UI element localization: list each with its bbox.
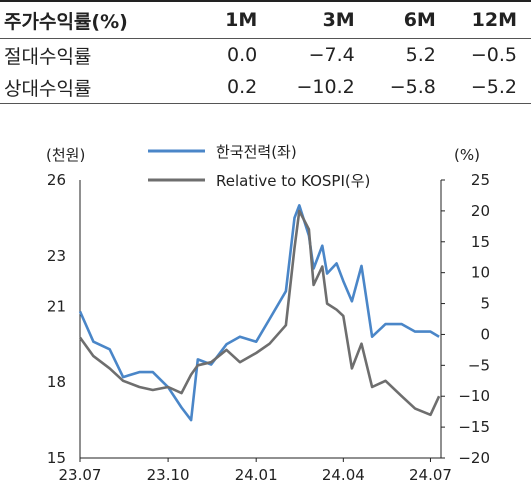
- price-chart: (천원) (%) 한국전력(좌) Relative to KOSPI(우) 15…: [46, 143, 490, 484]
- right-axis-tick-label: 25: [471, 171, 490, 189]
- left-axis-tick-label: 26: [47, 171, 66, 189]
- absolute-return-label: 절대수익률: [4, 45, 92, 68]
- x-axis-tick-label: 23.07: [59, 466, 102, 484]
- relative-return-1m: 0.2: [209, 71, 272, 104]
- returns-table: 주가수익률(%) 1M 3M 6M 12M 절대수익률 0.0 −7.4 5.2…: [0, 0, 531, 104]
- x-axis-tick-label: 24.07: [409, 466, 452, 484]
- absolute-return-6m: 5.2: [405, 44, 436, 66]
- left-axis-unit: (천원): [46, 146, 85, 164]
- table-row: 상대수익률 0.2 −10.2 −5.8 −5.2: [0, 71, 531, 104]
- right-axis-tick-label: 10: [471, 264, 490, 282]
- returns-header-3m: 3M: [271, 0, 369, 39]
- table-row: 절대수익률 0.0 −7.4 5.2 −0.5: [0, 39, 531, 72]
- legend-label-relative: Relative to KOSPI(우): [216, 172, 370, 190]
- right-axis-tick-label: 20: [471, 202, 490, 220]
- left-axis-tick-label: 23: [47, 247, 66, 265]
- absolute-return-12m: −0.5: [470, 44, 517, 66]
- right-axis-tick-label: 15: [471, 233, 490, 251]
- relative-return-12m: −5.2: [449, 71, 531, 104]
- returns-header-label: 주가수익률(%): [0, 0, 209, 39]
- x-axis-tick-label: 23.10: [147, 466, 190, 484]
- returns-header-row: 주가수익률(%) 1M 3M 6M 12M: [0, 0, 531, 39]
- absolute-return-3m: −7.4: [308, 44, 355, 66]
- right-axis-unit: (%): [454, 146, 480, 164]
- series-line-kepco: [78, 204, 440, 422]
- right-axis-tick-label: −10: [458, 387, 490, 405]
- series-line-relative: [78, 209, 441, 417]
- right-axis-tick-label: −15: [458, 418, 490, 436]
- left-axis-tick-label: 18: [47, 373, 66, 391]
- x-axis-tick-label: 24.04: [322, 466, 365, 484]
- right-axis-tick-label: −20: [458, 449, 490, 467]
- returns-header-12m: 12M: [449, 0, 531, 39]
- absolute-return-1m: 0.0: [227, 44, 258, 66]
- left-axis-tick-label: 21: [47, 297, 66, 315]
- left-axis-tick-label: 15: [47, 449, 66, 467]
- right-axis-tick-label: 0: [480, 325, 490, 343]
- relative-return-label: 상대수익률: [0, 71, 209, 104]
- right-axis-tick-label: 5: [480, 295, 490, 313]
- relative-return-6m: −5.8: [368, 71, 450, 104]
- legend-label-kepco: 한국전력(좌): [216, 143, 297, 161]
- returns-header-1m: 1M: [209, 0, 272, 39]
- x-axis-tick-label: 24.01: [235, 466, 278, 484]
- right-axis-tick-label: −5: [468, 356, 490, 374]
- relative-return-3m: −10.2: [271, 71, 369, 104]
- returns-header-6m: 6M: [368, 0, 450, 39]
